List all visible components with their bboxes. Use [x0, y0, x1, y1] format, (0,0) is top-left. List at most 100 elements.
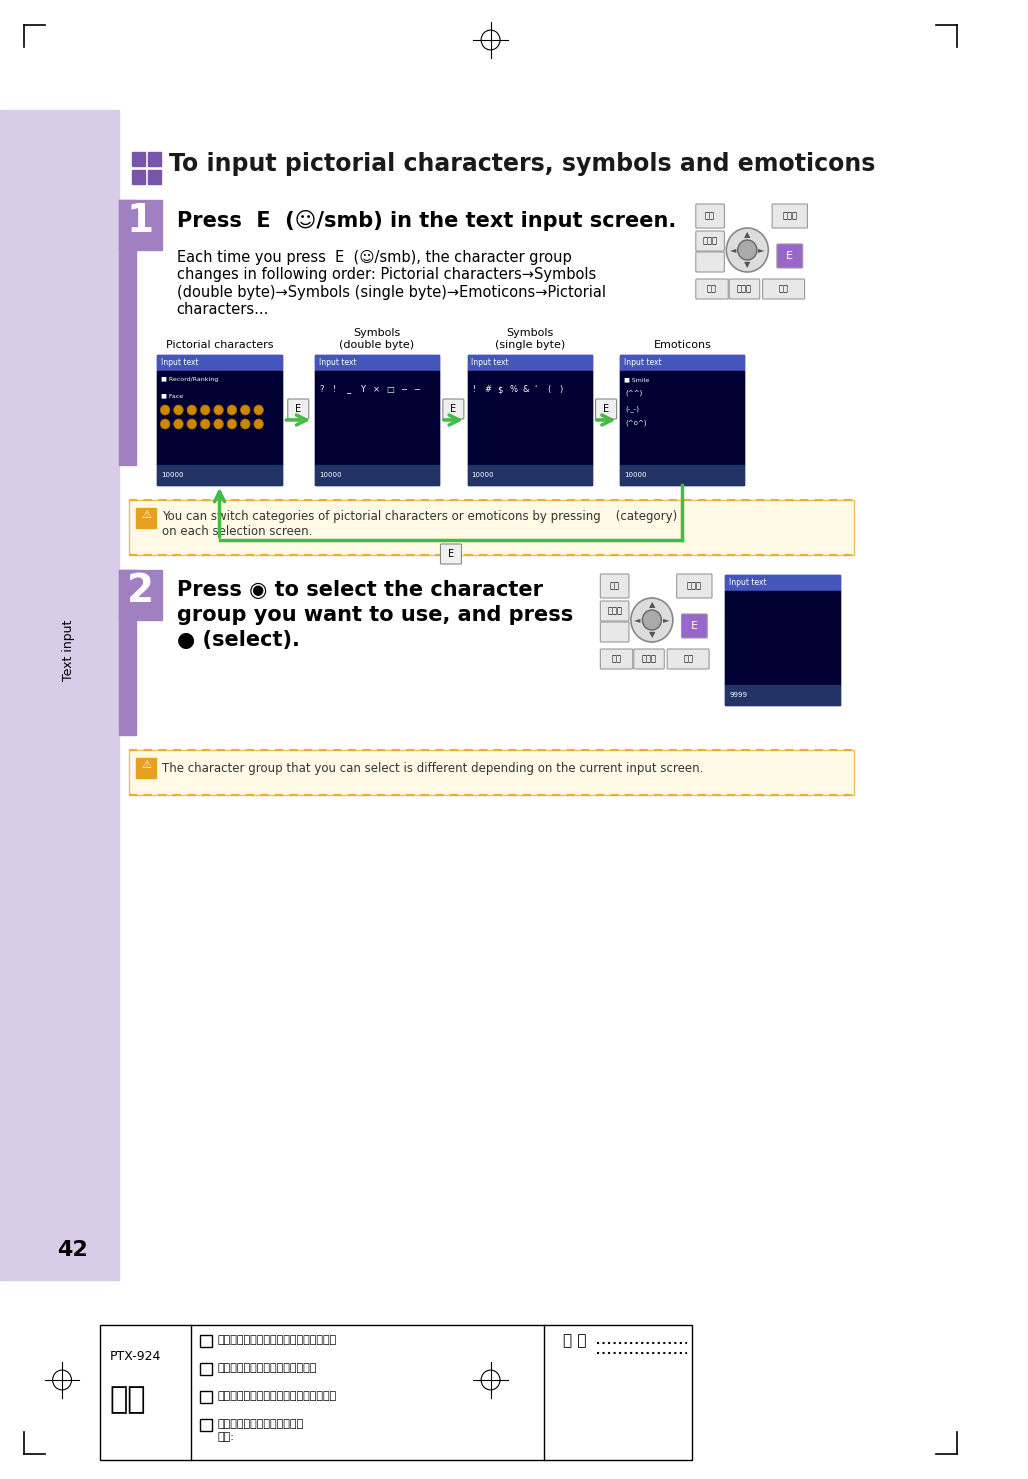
Bar	[157, 355, 282, 485]
Bar	[137, 759, 155, 778]
Text: Pictorial characters: Pictorial characters	[166, 340, 273, 351]
Text: □: □	[387, 385, 395, 393]
FancyBboxPatch shape	[600, 574, 629, 598]
Text: Emoticons: Emoticons	[654, 340, 711, 351]
Text: クリア: クリア	[737, 284, 751, 293]
Text: $: $	[498, 385, 503, 393]
Circle shape	[227, 405, 236, 416]
Bar	[0, 109, 119, 1279]
Text: 9999: 9999	[729, 692, 747, 698]
Text: メール: メール	[608, 606, 622, 615]
Text: ►: ►	[663, 615, 669, 624]
Bar	[620, 355, 744, 485]
Text: 10000: 10000	[624, 472, 647, 478]
Bar	[315, 371, 439, 464]
Bar	[726, 685, 840, 705]
Text: ▼: ▼	[744, 260, 750, 269]
Text: アプリ: アプリ	[782, 211, 798, 220]
Text: E: E	[691, 621, 698, 632]
Bar	[726, 592, 840, 685]
Text: ■ Face: ■ Face	[161, 393, 183, 398]
Text: 1: 1	[126, 203, 154, 240]
Bar	[200, 1336, 212, 1347]
FancyBboxPatch shape	[600, 649, 633, 669]
Circle shape	[187, 419, 196, 429]
Circle shape	[241, 405, 250, 416]
Bar	[726, 575, 840, 592]
Text: 電話: 電話	[705, 211, 715, 220]
Bar	[468, 464, 592, 485]
Circle shape	[174, 405, 183, 416]
Bar	[100, 1325, 692, 1460]
Text: E: E	[448, 549, 454, 559]
Circle shape	[160, 405, 170, 416]
Text: (^^): (^^)	[625, 390, 642, 396]
Circle shape	[254, 405, 263, 416]
Text: Press  E  (☺/smb) in the text input screen.: Press E (☺/smb) in the text input screen…	[177, 210, 675, 231]
Bar	[148, 152, 161, 166]
Text: −: −	[413, 385, 420, 393]
Text: ■ Record/Ranking: ■ Record/Ranking	[161, 377, 219, 382]
Text: チェックできない箇所がある: チェックできない箇所がある	[218, 1418, 303, 1429]
Text: (: (	[547, 385, 550, 393]
Text: 操作説明、画面が仕様とあっているか。: 操作説明、画面が仕様とあっているか。	[218, 1336, 337, 1344]
Text: !: !	[333, 385, 336, 393]
Bar	[620, 464, 744, 485]
Text: ⚠: ⚠	[141, 510, 151, 521]
Circle shape	[174, 419, 183, 429]
Text: Symbols
(single byte): Symbols (single byte)	[494, 328, 564, 351]
Text: 10000: 10000	[319, 472, 341, 478]
Bar	[148, 170, 161, 183]
Text: E: E	[603, 404, 610, 414]
Circle shape	[200, 419, 210, 429]
FancyBboxPatch shape	[667, 649, 709, 669]
Text: 指定: 指定	[612, 655, 622, 664]
Bar	[157, 371, 282, 464]
FancyBboxPatch shape	[443, 399, 464, 419]
Bar	[315, 464, 439, 485]
Text: 数値（スペック値）が正しいか。: 数値（スペック値）が正しいか。	[218, 1364, 317, 1373]
FancyBboxPatch shape	[696, 231, 725, 251]
Text: Press ◉ to select the character: Press ◉ to select the character	[177, 580, 543, 600]
Text: Input text: Input text	[624, 358, 662, 367]
Text: ': '	[535, 385, 537, 393]
FancyBboxPatch shape	[696, 251, 725, 272]
FancyBboxPatch shape	[288, 399, 308, 419]
Text: メール: メール	[702, 237, 718, 246]
FancyBboxPatch shape	[633, 649, 664, 669]
Bar	[119, 569, 162, 620]
Text: Input text: Input text	[161, 358, 199, 367]
Text: ▲: ▲	[744, 231, 750, 240]
Bar	[315, 355, 439, 485]
Bar	[128, 500, 854, 555]
Circle shape	[241, 419, 250, 429]
Bar	[468, 371, 592, 464]
Circle shape	[227, 419, 236, 429]
Text: 確 認: 確 認	[563, 1333, 587, 1347]
Bar	[200, 1364, 212, 1375]
Text: %: %	[510, 385, 518, 393]
Text: 理由:: 理由:	[218, 1432, 234, 1442]
Circle shape	[214, 419, 223, 429]
Bar	[157, 464, 282, 485]
Text: E: E	[295, 404, 301, 414]
Text: ▲: ▲	[649, 600, 655, 609]
Text: Input text: Input text	[729, 578, 767, 587]
Circle shape	[631, 598, 673, 642]
Text: (^o^): (^o^)	[625, 420, 647, 426]
Text: 指定: 指定	[707, 284, 717, 293]
Text: ● (select).: ● (select).	[177, 630, 299, 649]
Bar	[128, 750, 854, 796]
FancyBboxPatch shape	[777, 244, 803, 268]
Text: Text input: Text input	[63, 620, 75, 680]
Bar	[157, 355, 282, 371]
Circle shape	[214, 405, 223, 416]
Text: 2: 2	[126, 572, 154, 609]
FancyBboxPatch shape	[772, 204, 807, 228]
Text: ■ Smile: ■ Smile	[624, 377, 650, 382]
Text: ×: ×	[373, 385, 380, 393]
FancyBboxPatch shape	[682, 614, 707, 637]
Text: ): )	[559, 385, 562, 393]
Text: Y: Y	[360, 385, 365, 393]
Bar	[119, 200, 162, 250]
